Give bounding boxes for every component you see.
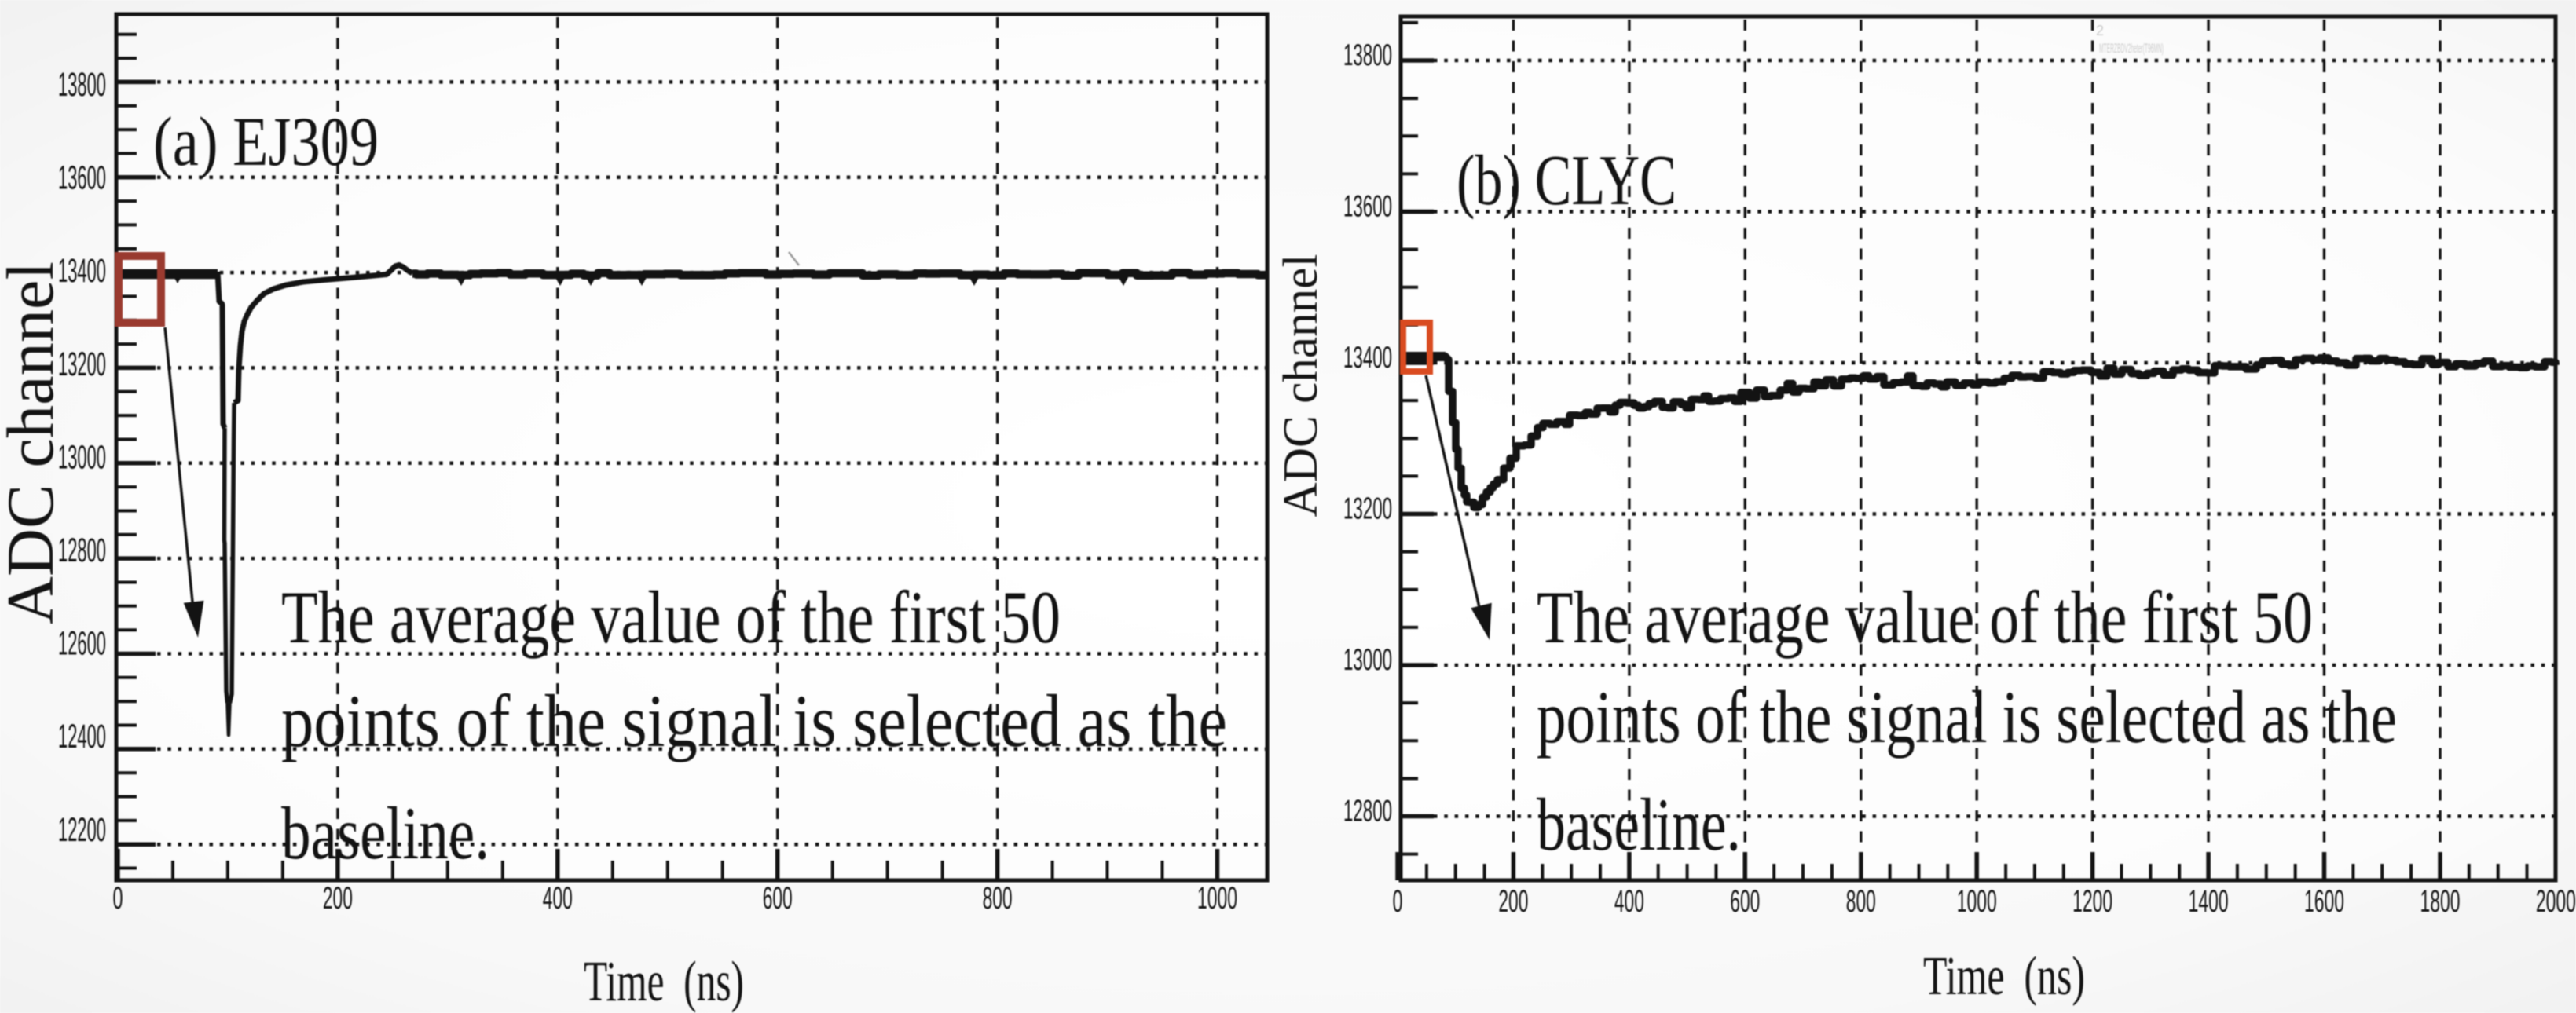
svg-text:points of the signal is select: points of the signal is selected as the (1537, 675, 2397, 759)
svg-text:13600: 13600 (58, 159, 106, 197)
svg-text:baseline.: baseline. (281, 792, 489, 875)
svg-text:ADC channel: ADC channel (0, 261, 68, 624)
svg-text:600: 600 (763, 881, 793, 916)
svg-text:13400: 13400 (1343, 341, 1392, 375)
svg-text:12600: 12600 (58, 625, 106, 663)
svg-text:200: 200 (1498, 884, 1528, 919)
svg-text:2: 2 (2096, 23, 2104, 38)
svg-text:(b) CLYC: (b) CLYC (1457, 141, 1676, 220)
svg-text:The average value of the first: The average value of the first 50 (1537, 576, 2313, 659)
svg-text:400: 400 (1614, 884, 1644, 919)
svg-text:1800: 1800 (2420, 884, 2461, 919)
svg-text:1400: 1400 (2189, 884, 2229, 919)
svg-text:400: 400 (543, 881, 573, 916)
svg-text:13000: 13000 (1343, 643, 1392, 677)
svg-text:Time (ns): Time (ns) (1923, 946, 2085, 1007)
svg-text:13600: 13600 (1343, 190, 1392, 224)
svg-text:MTERZBDV2heter(T96MN): MTERZBDV2heter(T96MN) (2099, 41, 2164, 56)
svg-text:points of the signal is select: points of the signal is selected as the (281, 679, 1227, 762)
svg-text:800: 800 (983, 881, 1013, 916)
svg-text:baseline.: baseline. (1537, 783, 1741, 866)
svg-text:12400: 12400 (58, 718, 106, 755)
svg-text:13800: 13800 (58, 66, 106, 104)
svg-text:1200: 1200 (2072, 884, 2112, 919)
svg-text:0: 0 (1393, 884, 1403, 919)
svg-text:2000: 2000 (2536, 884, 2576, 919)
svg-text:1600: 1600 (2304, 884, 2344, 919)
svg-text:(a) EJ309: (a) EJ309 (153, 104, 379, 181)
svg-text:13200: 13200 (1343, 492, 1392, 526)
svg-text:0: 0 (113, 881, 123, 916)
svg-text:The average value of the first: The average value of the first 50 (281, 576, 1061, 659)
svg-text:800: 800 (1846, 884, 1876, 919)
svg-text:12200: 12200 (58, 811, 106, 849)
svg-text:ADC channel: ADC channel (1274, 254, 1328, 517)
svg-text:200: 200 (323, 881, 353, 916)
svg-text:13800: 13800 (1343, 38, 1392, 72)
svg-text:1000: 1000 (1197, 881, 1237, 916)
svg-text:600: 600 (1730, 884, 1760, 919)
svg-text:12800: 12800 (1343, 795, 1392, 828)
svg-text:Time (ns): Time (ns) (584, 949, 744, 1013)
svg-text:1000: 1000 (1957, 884, 1997, 919)
